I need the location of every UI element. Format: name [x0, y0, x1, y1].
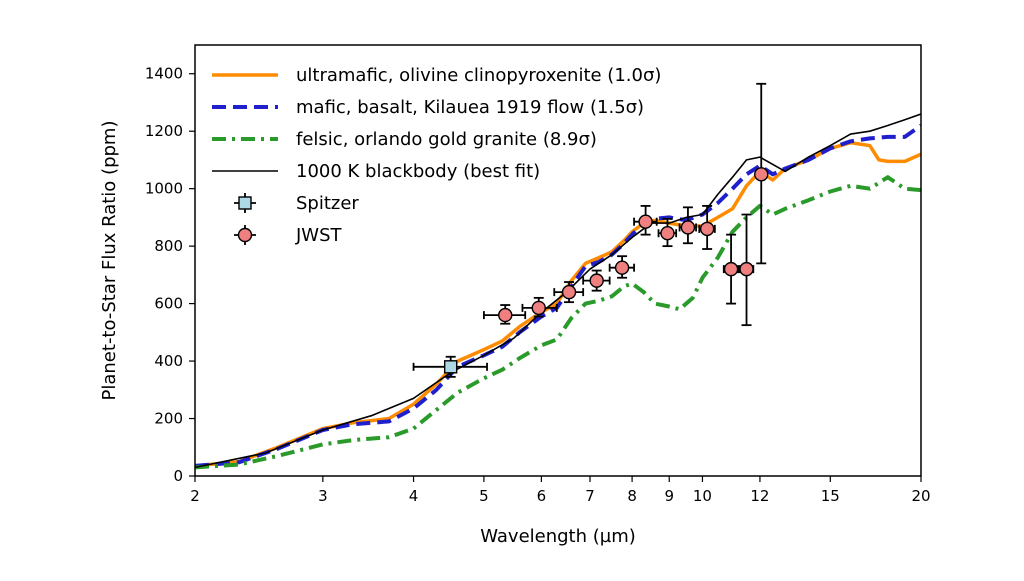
jwst-point — [553, 281, 585, 304]
jwst-point — [678, 206, 697, 245]
x-tick-label: 5 — [479, 487, 489, 505]
y-tick-label: 0 — [173, 467, 183, 485]
x-tick-label: 8 — [627, 487, 637, 505]
x-tick-label: 20 — [911, 487, 930, 505]
marker-circle — [498, 307, 513, 323]
legend-label-1: ultramafic, olivine clinopyroxenite (1.0… — [296, 65, 661, 86]
jwst-point — [483, 304, 527, 325]
plot-frame — [194, 44, 922, 477]
y-tick-label: 200 — [154, 410, 183, 428]
marker-circle — [660, 226, 675, 241]
y-tick-label: 1200 — [145, 122, 183, 140]
marker-circle — [723, 261, 739, 277]
x-tick-label: 6 — [537, 487, 547, 505]
jwst-point — [633, 205, 658, 236]
marker-circle — [638, 214, 653, 229]
legend-label-4: 1000 K blackbody (best fit) — [296, 161, 540, 182]
legend-label-spitzer: Spitzer — [296, 193, 359, 214]
y-tick-label: 1000 — [145, 180, 183, 198]
legend-label-2: mafic, basalt, Kilauea 1919 flow (1.5σ) — [296, 97, 644, 118]
series-line-3 — [195, 175, 921, 470]
marker-circle — [699, 221, 715, 237]
marker-circle — [680, 220, 696, 235]
x-tick-label: 15 — [821, 487, 840, 505]
jwst-point — [608, 255, 635, 279]
marker-circle — [614, 260, 630, 275]
x-tick-label: 9 — [664, 487, 674, 505]
marker-square — [443, 360, 458, 374]
legend: ultramafic, olivine clinopyroxenite (1.0… — [212, 65, 661, 246]
jwst-point — [582, 269, 611, 292]
jwst-point — [521, 296, 558, 318]
x-tick-label: 2 — [190, 487, 200, 505]
spitzer-point — [412, 355, 488, 378]
x-tick-label: 10 — [693, 487, 712, 505]
jwst-point — [698, 205, 716, 250]
jwst-point — [657, 217, 678, 248]
series-line-2 — [195, 123, 921, 468]
y-tick-label: 800 — [154, 237, 183, 255]
jwst-point — [738, 213, 755, 327]
x-tick-label: 7 — [585, 487, 595, 505]
x-tick-label: 12 — [750, 487, 769, 505]
y-tick-label: 400 — [154, 352, 183, 370]
marker-circle — [739, 261, 754, 277]
jwst-point — [722, 233, 740, 305]
y-tick-label: 600 — [154, 295, 183, 313]
jwst-point — [754, 82, 769, 265]
marker-circle — [561, 284, 577, 300]
legend-marker-square — [238, 196, 252, 210]
y-tick-label: 1400 — [145, 65, 183, 83]
legend-label-3: felsic, orlando gold granite (8.9σ) — [296, 129, 597, 150]
x-axis-label: Wavelength (µm) — [480, 526, 636, 547]
marker-circle — [754, 167, 769, 182]
marker-circle — [531, 300, 546, 316]
series-line-4 — [195, 113, 921, 469]
x-tick-label: 3 — [318, 487, 328, 505]
x-tick-label: 4 — [409, 487, 419, 505]
legend-marker-circle — [237, 227, 253, 243]
marker-circle — [589, 273, 604, 288]
legend-label-jwst: JWST — [295, 225, 343, 246]
y-axis-label: Planet-to-Star Flux Ratio (ppm) — [99, 121, 120, 401]
